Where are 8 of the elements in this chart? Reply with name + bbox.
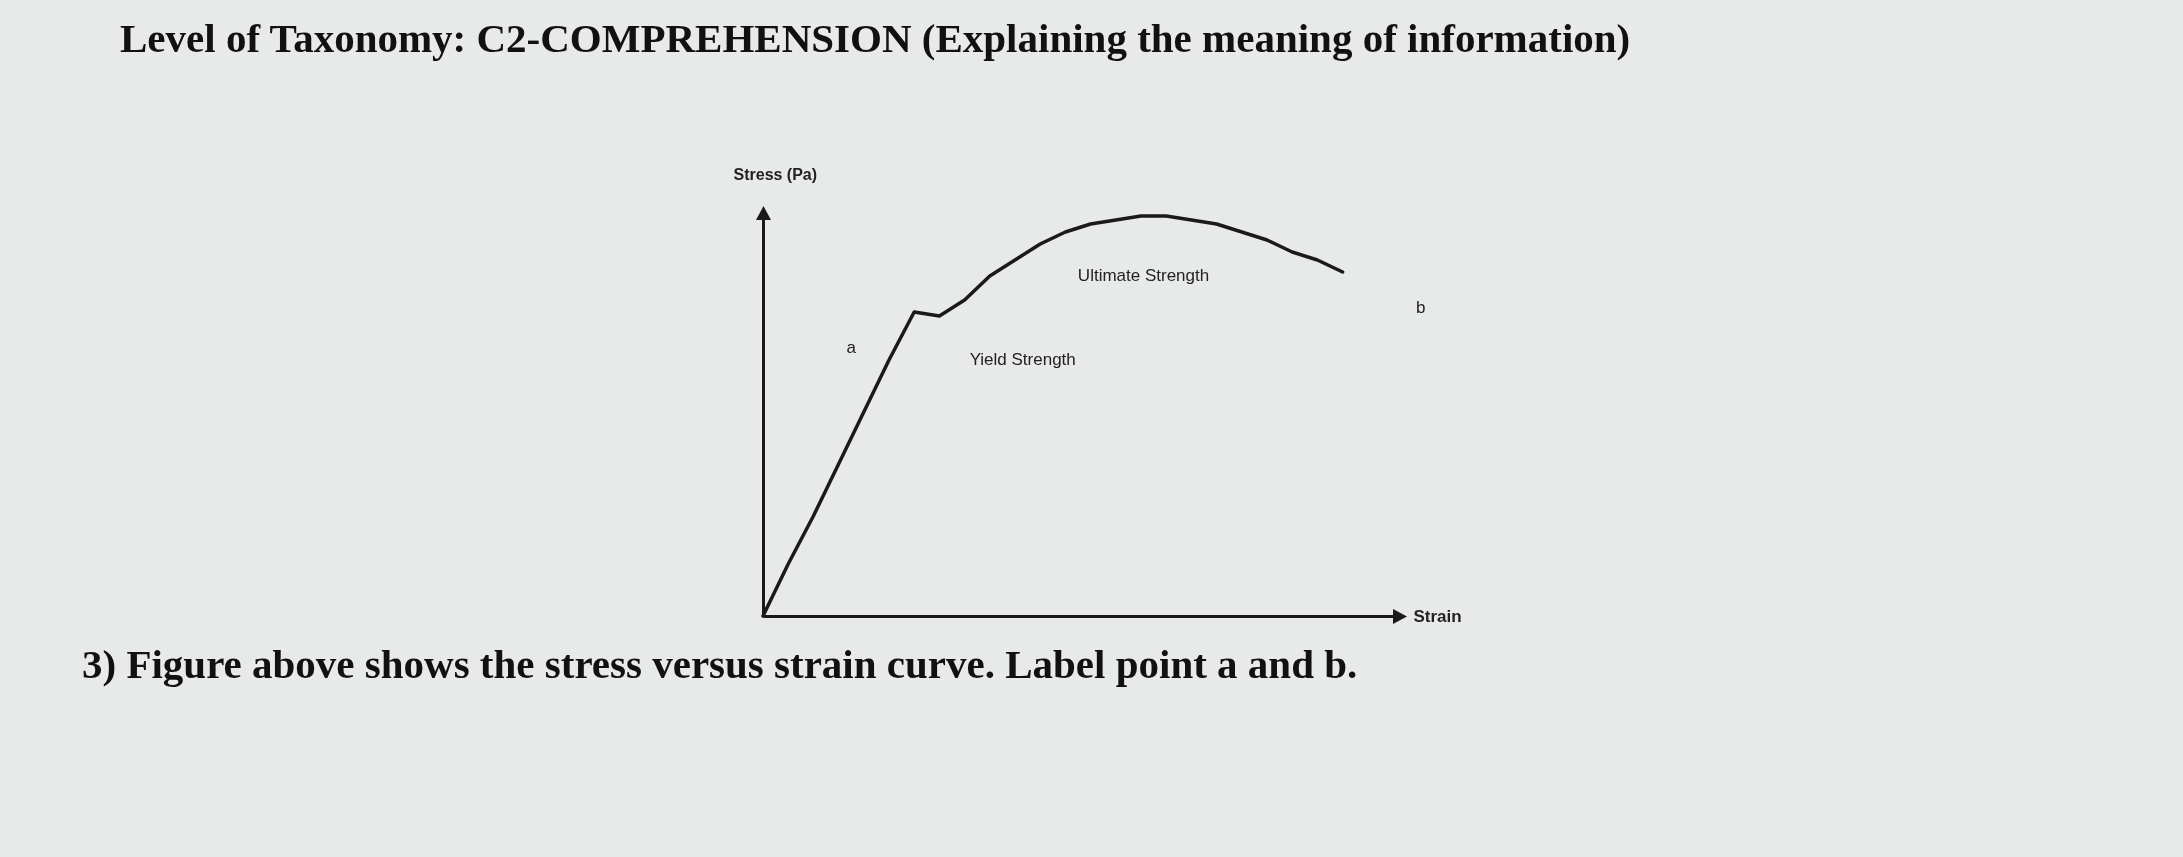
text: b: [1415, 298, 1426, 317]
text: 3) Figure above shows the stress versus strain curve. Label point a and b.: [82, 640, 1358, 688]
annotation: Ultimate Strength: [1077, 266, 1210, 285]
chart-title: Level of Taxonomy: C2-COMPREHENSION (Explaining the meaning of information): [120, 14, 1631, 62]
annotation: Yield Strength: [969, 350, 1076, 369]
annotation: a: [846, 338, 857, 357]
y-axis-title: Stress (Pa): [733, 165, 818, 183]
x-axis-title: Strain: [1413, 606, 1462, 626]
